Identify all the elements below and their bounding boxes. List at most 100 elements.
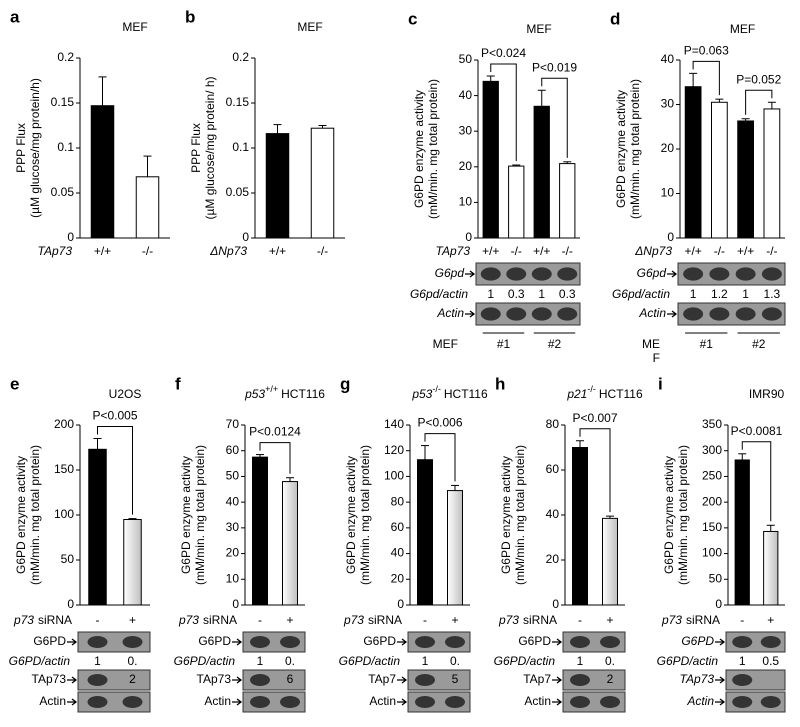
x-label-gene: p73 xyxy=(498,613,519,627)
arrow xyxy=(67,676,78,684)
blot-row-label: Actin xyxy=(638,306,666,320)
y-tick-label: 30 xyxy=(459,123,473,137)
blot-band-lane xyxy=(122,636,143,648)
blot-band-lane xyxy=(445,636,465,648)
y-tick-label: 0.15 xyxy=(51,95,75,109)
blot-band-lane xyxy=(415,674,435,686)
x-tick-label: + xyxy=(286,613,293,627)
y-tick-label: 40 xyxy=(391,546,405,560)
blot-band-lane xyxy=(415,636,435,648)
y-tick-label: 0 xyxy=(232,597,239,611)
blot-band-lane xyxy=(761,307,782,321)
y-tick-label: 120 xyxy=(384,443,404,457)
arrow xyxy=(397,638,408,646)
blot-ratio: 1.2 xyxy=(711,287,728,301)
y-tick-label: 100 xyxy=(54,507,74,521)
y-axis-label: (mM/min. mg total protein) xyxy=(358,445,372,585)
x-tick-label: -/- xyxy=(511,244,522,258)
panel-letter: d xyxy=(610,9,620,28)
y-tick-label: 0 xyxy=(397,597,404,611)
x-tick-label: - xyxy=(740,613,744,627)
blot-band-lane xyxy=(557,307,578,321)
y-axis-label: (mM/min. mg total protein) xyxy=(193,445,207,585)
blot-row-label: Actin xyxy=(686,694,714,708)
blot-band-lane xyxy=(760,636,781,648)
blot-row-label: G6PD/actin xyxy=(494,654,556,668)
x-tick-label: -/- xyxy=(142,244,153,258)
blot-band-lane xyxy=(557,267,578,281)
bar xyxy=(90,105,115,239)
blot-ratio: 0. xyxy=(605,654,615,668)
blot-band-lane xyxy=(250,674,270,686)
bar xyxy=(763,108,781,239)
arrow xyxy=(67,698,78,706)
p-value: P<0.005 xyxy=(92,409,137,423)
y-tick-label: 0.2 xyxy=(232,50,249,64)
arrow xyxy=(232,698,243,706)
y-tick-label: 200 xyxy=(702,494,722,508)
x-label-text: siRNA xyxy=(38,613,72,627)
blot-row-label: G6PD xyxy=(363,634,396,648)
significance-bracket xyxy=(741,441,772,522)
y-axis-label: (mM/min. mg total protein) xyxy=(676,445,690,585)
blot-band-lane xyxy=(732,674,753,686)
x-tick-label: + xyxy=(129,613,136,627)
group-name: #1 xyxy=(700,337,714,351)
blot-band xyxy=(677,262,786,286)
y-tick-label: 0.1 xyxy=(232,140,249,154)
title-gene: p21 xyxy=(566,387,587,401)
bar xyxy=(711,101,728,239)
blot-band-lane xyxy=(445,696,465,708)
bar xyxy=(559,163,576,239)
blot-overlay: 6 xyxy=(287,672,294,686)
cell-line: MEF xyxy=(433,337,458,351)
y-tick-label: 20 xyxy=(226,546,240,560)
blot-row-label: TAp7 xyxy=(523,672,551,686)
y-axis-label: G6PD enzyme activity xyxy=(179,456,193,574)
blot-row-label: G6PD xyxy=(518,634,551,648)
blot-ratio: 1.3 xyxy=(764,287,781,301)
blot-ratio: 1 xyxy=(422,654,429,668)
y-tick-label: 150 xyxy=(54,462,74,476)
blot-band xyxy=(475,262,581,286)
significance-bracket xyxy=(692,60,720,96)
panel-letter: c xyxy=(408,9,417,28)
bar xyxy=(310,127,335,239)
blot-row-label: Actin xyxy=(524,694,551,708)
significance-bracket xyxy=(424,433,456,482)
y-tick-label: 0 xyxy=(242,230,249,244)
y-tick-label: 0.2 xyxy=(57,50,74,64)
arrow xyxy=(465,270,476,278)
blot-row-label: TAp7 xyxy=(368,672,396,686)
bar xyxy=(508,165,525,239)
blot-row-label: Actin xyxy=(39,694,66,708)
y-tick-label: 200 xyxy=(54,417,74,431)
arrow xyxy=(552,638,563,646)
bar xyxy=(282,481,298,606)
blot-band-lane xyxy=(87,674,108,686)
cell-line: ME xyxy=(642,337,660,351)
cell-line: F xyxy=(653,351,660,365)
blot-ratio: 0. xyxy=(285,654,295,668)
significance-bracket xyxy=(490,63,517,162)
bar xyxy=(123,519,142,606)
title-cell: HCT116 xyxy=(599,387,643,401)
bar xyxy=(135,176,160,239)
y-tick-label: 0 xyxy=(552,597,559,611)
y-tick-label: 20 xyxy=(391,571,405,585)
group-name: #2 xyxy=(548,337,562,351)
blot-row-label: TAp73 xyxy=(680,672,715,686)
x-tick-label: -/- xyxy=(317,244,328,258)
x-tick-label: -/- xyxy=(714,244,725,258)
arrow xyxy=(715,638,726,646)
group-name: #2 xyxy=(752,337,766,351)
bar xyxy=(533,105,550,239)
x-tick-label: +/+ xyxy=(94,244,111,258)
y-axis-label: (mM/min. mg total protein) xyxy=(426,79,440,219)
blot-row-label: G6PD/actin xyxy=(657,654,719,668)
blot-ratio: 1 xyxy=(739,654,746,668)
title-sup: +/+ xyxy=(265,384,278,394)
x-tick-label: +/+ xyxy=(684,244,701,258)
x-tick-label: - xyxy=(258,613,262,627)
arrow xyxy=(465,310,476,318)
